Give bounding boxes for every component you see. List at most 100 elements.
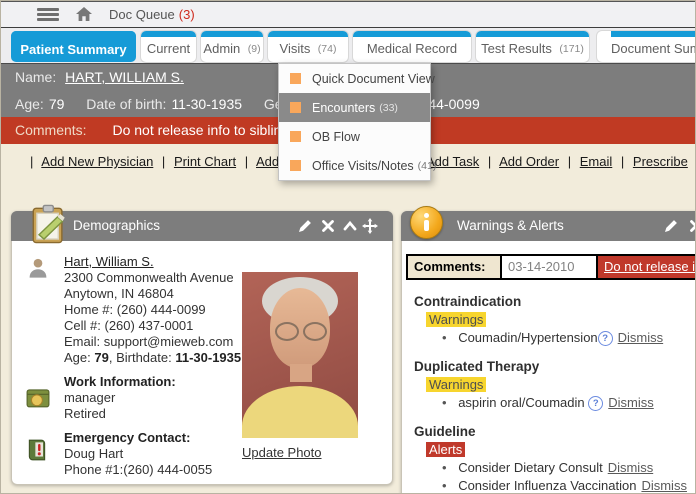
dismiss-link[interactable]: Dismiss [617, 330, 664, 345]
alert-list: Coumadin/Hypertension? Dismiss [414, 330, 695, 346]
menu-item-ob-flow[interactable]: OB Flow [279, 122, 430, 151]
edit-pencil-icon[interactable] [297, 218, 313, 234]
orange-square-icon [290, 160, 301, 171]
demographics-header: Demographics [11, 211, 393, 241]
tab-accent-strip [353, 31, 471, 37]
close-icon[interactable] [688, 218, 696, 234]
print-chart-link[interactable]: Print Chart [173, 154, 237, 169]
demographics-body: Hart, William S. 2300 Commonwealth Avenu… [12, 242, 392, 484]
dismiss-link[interactable]: Dismiss [641, 478, 687, 493]
tab-label: Visits [279, 41, 311, 56]
update-photo-link[interactable]: Update Photo [242, 445, 322, 460]
top-bar: Doc Queue (3) [1, 1, 695, 29]
tab-admin[interactable]: Admin (9) [201, 31, 263, 62]
help-icon[interactable]: ? [588, 396, 604, 411]
age-value: 79 [48, 96, 65, 112]
email-link[interactable]: Email [579, 154, 613, 169]
tab-label: Test Results [481, 41, 552, 56]
tab-current[interactable]: Current [141, 31, 196, 62]
emergency-phone-label: Phone #1: [64, 462, 124, 477]
emergency-phone-line: Phone #1:(260) 444-0055 [64, 462, 244, 478]
age-birthdate-line: Age: 79, Birthdate: 11-30-1935 [64, 350, 244, 366]
email-value: support@mieweb.com [103, 334, 234, 349]
alert-list: Consider Dietary Consult Dismiss Consider… [414, 460, 695, 493]
tab-count: (74) [317, 43, 337, 55]
cell-phone-label: Cell #: [64, 318, 101, 333]
add-new-physician-link[interactable]: Add New Physician [41, 154, 154, 169]
dismiss-link[interactable]: Dismiss [608, 395, 654, 410]
patient-name-link[interactable]: HART, WILLIAM S. [65, 69, 184, 85]
menu-item-encounters[interactable]: Encounters (33) [279, 93, 430, 122]
tab-accent-strip [268, 31, 348, 37]
alert-sections: Contraindication Warnings Coumadin/Hyper… [414, 294, 695, 493]
address-line-1: 2300 Commonwealth Avenue [64, 270, 234, 285]
prescribe-link[interactable]: Prescribe [632, 154, 688, 169]
emergency-contact-icon [28, 439, 46, 461]
home-phone-line: Home #: (260) 444-0099 [64, 302, 244, 318]
patient-demographics-link[interactable]: Hart, William S. [64, 254, 154, 269]
orange-square-icon [290, 131, 301, 142]
doc-queue-count: (3) [178, 7, 195, 22]
separator: | [244, 154, 249, 169]
doc-queue-label[interactable]: Doc Queue [109, 7, 175, 22]
clipboard-icon [32, 204, 65, 244]
tab-medical-record[interactable]: Medical Record (318) [353, 31, 471, 62]
comments-message-link[interactable]: Do not release info to siblings. [598, 256, 695, 278]
close-icon[interactable] [320, 218, 336, 234]
orange-square-icon [290, 102, 301, 113]
panel-title: Demographics [73, 218, 161, 233]
comments-table-label: Comments: [408, 256, 502, 278]
tab-test-results[interactable]: Test Results (171) [476, 31, 589, 62]
help-icon[interactable]: ? [597, 331, 613, 346]
move-icon[interactable] [362, 218, 378, 234]
demographics-panel: Demographics [11, 204, 393, 485]
tab-document-summary[interactable]: Document Summ [597, 31, 695, 62]
add-task-link[interactable]: Add Task [425, 154, 480, 169]
cell-phone-value: (260) 437-0001 [104, 318, 194, 333]
patient-photo [242, 272, 358, 438]
alert-list: aspirin oral/Coumadin ? Dismiss [414, 395, 695, 411]
tab-patient-summary[interactable]: Patient Summary [11, 31, 136, 62]
separator: | [567, 154, 572, 169]
tab-accent-strip [476, 31, 589, 37]
hamburger-menu-icon[interactable] [37, 8, 59, 21]
add-order-link[interactable]: Add Order [499, 154, 560, 169]
menu-item-label: Encounters [312, 100, 376, 115]
menu-item-label: Office Visits/Notes [312, 158, 414, 173]
dob-label: Date of birth: [86, 96, 167, 112]
home-phone-label: Home #: [64, 302, 114, 317]
alert-item: Coumadin/Hypertension? Dismiss [442, 330, 695, 346]
collapse-chevron-icon[interactable] [342, 218, 358, 234]
work-information-block: Work Information: manager Retired [64, 374, 244, 422]
menu-item-office-visits-notes[interactable]: Office Visits/Notes (41) [279, 151, 436, 180]
separator: | [161, 154, 166, 169]
menu-item-quick-document-view[interactable]: Quick Document View [279, 64, 435, 93]
edit-pencil-icon[interactable] [663, 218, 679, 234]
tab-visits[interactable]: Visits (74) [268, 31, 348, 62]
alert-item: Consider Dietary Consult Dismiss [442, 460, 695, 476]
warnings-badge: Warnings [426, 312, 487, 327]
warnings-badge: Warnings [426, 377, 487, 392]
birthdate-label: , Birthdate: [108, 350, 172, 365]
dob-value: 11-30-1935 [171, 96, 243, 112]
menu-item-count: (41) [417, 159, 437, 172]
alert-text: aspirin oral/Coumadin [458, 395, 585, 410]
tab-count: (9) [247, 43, 261, 55]
home-icon[interactable] [75, 6, 93, 22]
panel-title: Warnings & Alerts [457, 218, 564, 233]
dismiss-link[interactable]: Dismiss [607, 460, 654, 475]
doc-queue-link[interactable]: Doc Queue (3) [109, 7, 195, 22]
comments-date: 03-14-2010 [502, 256, 598, 278]
warnings-header: Warnings & Alerts [401, 211, 696, 241]
tab-accent-strip [611, 31, 695, 37]
tab-accent-strip [11, 31, 136, 37]
work-folder-icon [26, 389, 50, 408]
address-line-2: Anytown, IN 46804 [64, 286, 174, 301]
comments-text: Do not release info to siblings. [112, 122, 301, 138]
emergency-phone-value: (260) 444-0055 [123, 462, 213, 477]
tab-bar: Patient Summary Current Admin (9) Visits… [1, 28, 695, 63]
person-icon [29, 258, 47, 278]
tab-label: Document Summ [611, 41, 695, 56]
tab-label: Medical Record [366, 41, 458, 56]
